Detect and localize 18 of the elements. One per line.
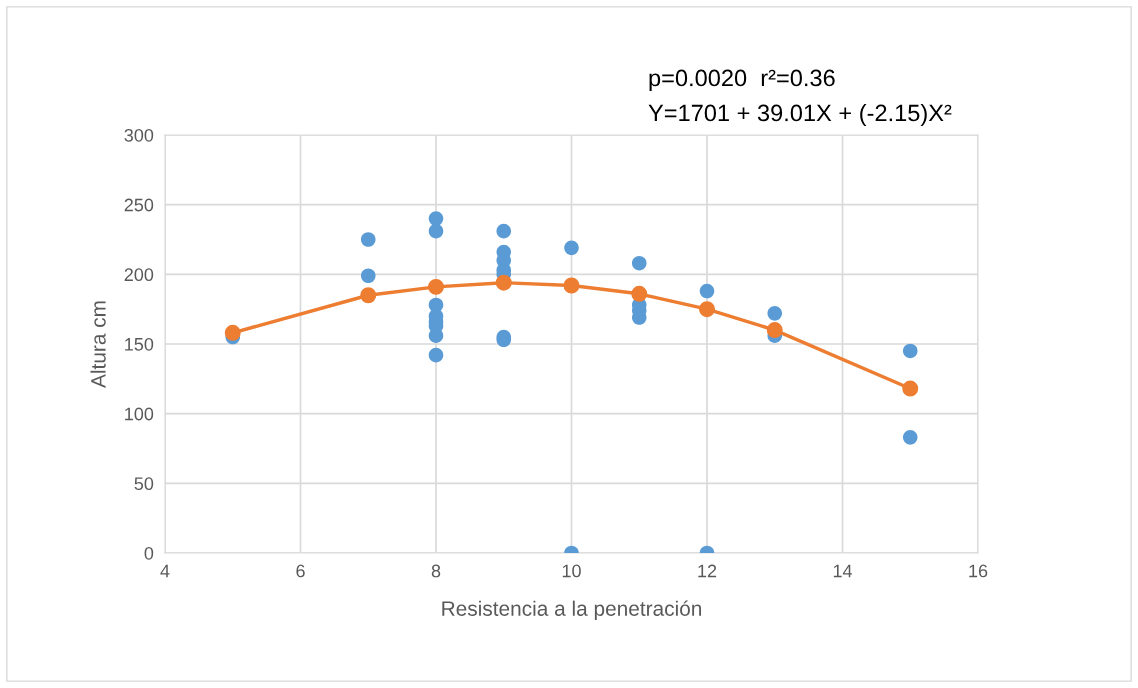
x-tick-label: 4 [160,564,170,578]
y-tick-label: 300 [124,128,154,142]
y-tick-label: 150 [125,337,154,351]
text: p=0.0020 r²=0.36 [649,69,835,92]
x-tick-label: 8 [431,564,441,578]
x-tick-label: 14 [833,564,853,578]
x-tick-label: 6 [296,564,305,578]
x-tick-label: 16 [969,564,988,578]
y-axis-title: Altura cm [90,301,106,388]
x-tick-label: 12 [698,564,717,578]
y-tick-label: 100 [125,407,154,421]
x-axis-title: Resistencia a la penetración [442,600,702,621]
y-tick-label: 250 [124,198,154,212]
text: Y=1701 + 39.01X + (-2.15)X² [648,104,952,126]
x-tick-label: 10 [562,564,581,578]
y-tick-label: 0 [144,546,154,560]
y-tick-label: 50 [134,477,154,491]
y-tick-label: 200 [124,268,154,282]
